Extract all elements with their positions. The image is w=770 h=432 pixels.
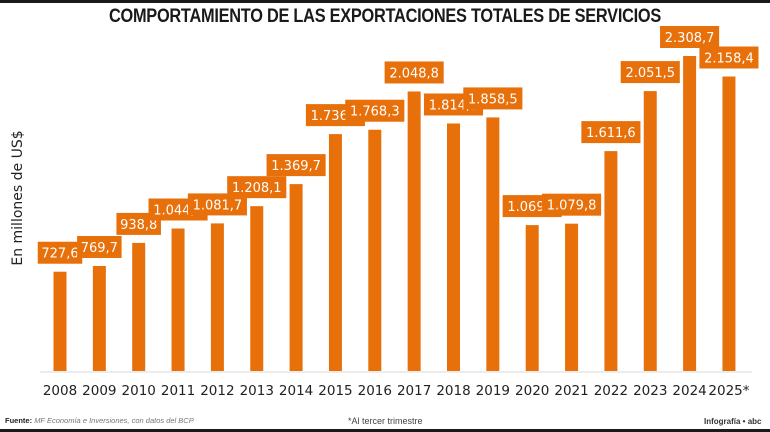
top-border bbox=[0, 0, 770, 3]
x-tick-label: 2025* bbox=[708, 383, 749, 399]
data-label: 1.079,8 bbox=[547, 199, 597, 214]
x-tick-label: 2011 bbox=[161, 383, 195, 399]
data-label: 1.369,7 bbox=[271, 159, 321, 174]
x-tick-label: 2008 bbox=[43, 383, 77, 399]
chart-title: COMPORTAMIENTO DE LAS EXPORTACIONES TOTA… bbox=[108, 6, 662, 27]
x-tick-label: 2015 bbox=[318, 383, 352, 399]
x-tick-label: 2021 bbox=[554, 383, 588, 399]
bar bbox=[92, 265, 106, 371]
x-tick-label: 2009 bbox=[82, 383, 116, 399]
data-label: 1.768,3 bbox=[350, 105, 400, 120]
bottom-border bbox=[0, 429, 770, 432]
data-label-box bbox=[266, 154, 326, 177]
data-label-box bbox=[37, 241, 83, 264]
data-label-box bbox=[699, 46, 759, 69]
bar bbox=[250, 206, 264, 371]
bar bbox=[722, 76, 736, 372]
data-label: 2.048,8 bbox=[389, 66, 439, 81]
x-tick-label: 2014 bbox=[279, 383, 313, 399]
data-label-box bbox=[660, 26, 720, 48]
x-tick-label: 2020 bbox=[515, 383, 549, 399]
bar bbox=[53, 271, 67, 371]
source-text: MF Economía e Inversiones, con datos del… bbox=[34, 416, 194, 425]
data-label-box bbox=[384, 61, 444, 84]
data-label: 1.081,7 bbox=[193, 198, 243, 213]
data-label: 727,6 bbox=[41, 247, 78, 262]
data-label-box bbox=[542, 193, 602, 216]
x-tick-label: 2013 bbox=[240, 383, 274, 399]
x-tick-label: 2012 bbox=[200, 383, 234, 399]
bar bbox=[368, 129, 382, 371]
data-label-box bbox=[187, 193, 247, 216]
data-label: 2.308,7 bbox=[665, 31, 715, 46]
footnote: *Al tercer trimestre bbox=[348, 416, 423, 426]
data-label-box bbox=[581, 121, 641, 144]
bar bbox=[683, 56, 697, 371]
x-tick-label: 2018 bbox=[436, 383, 470, 399]
data-label: 938,8 bbox=[120, 218, 157, 233]
data-label: 1.858,5 bbox=[468, 92, 518, 107]
bar bbox=[525, 225, 539, 371]
data-label-box bbox=[463, 87, 523, 110]
data-label: 2.158,4 bbox=[704, 52, 754, 67]
bar bbox=[210, 223, 224, 371]
bar bbox=[407, 91, 421, 371]
x-tick-label: 2017 bbox=[397, 383, 431, 399]
data-label-box bbox=[77, 235, 122, 258]
bar bbox=[171, 228, 185, 371]
data-label-box bbox=[620, 61, 680, 84]
bar bbox=[565, 223, 579, 371]
data-label: 769,7 bbox=[81, 241, 118, 256]
bar bbox=[447, 123, 460, 371]
credit: Infografía • abc bbox=[704, 417, 762, 426]
source-label: Fuente: bbox=[5, 416, 33, 425]
data-label-box bbox=[345, 99, 405, 122]
x-tick-label: 2019 bbox=[476, 383, 510, 399]
data-label: 1.611,6 bbox=[586, 126, 636, 141]
x-tick-label: 2024 bbox=[672, 383, 706, 399]
bar bbox=[643, 91, 657, 372]
x-tick-label: 2023 bbox=[633, 383, 667, 399]
x-tick-label: 2016 bbox=[358, 383, 392, 399]
data-label: 2.051,5 bbox=[625, 66, 675, 81]
x-tick-label: 2022 bbox=[594, 383, 628, 399]
bar bbox=[604, 151, 618, 371]
bar bbox=[289, 184, 303, 371]
source-note: Fuente: MF Economía e Inversiones, con d… bbox=[5, 416, 194, 425]
data-label-box bbox=[227, 176, 287, 199]
x-tick-label: 2010 bbox=[122, 383, 156, 399]
bar bbox=[132, 242, 146, 371]
bar bbox=[328, 134, 342, 371]
bar bbox=[486, 117, 500, 371]
data-label: 1.208,1 bbox=[232, 181, 282, 196]
